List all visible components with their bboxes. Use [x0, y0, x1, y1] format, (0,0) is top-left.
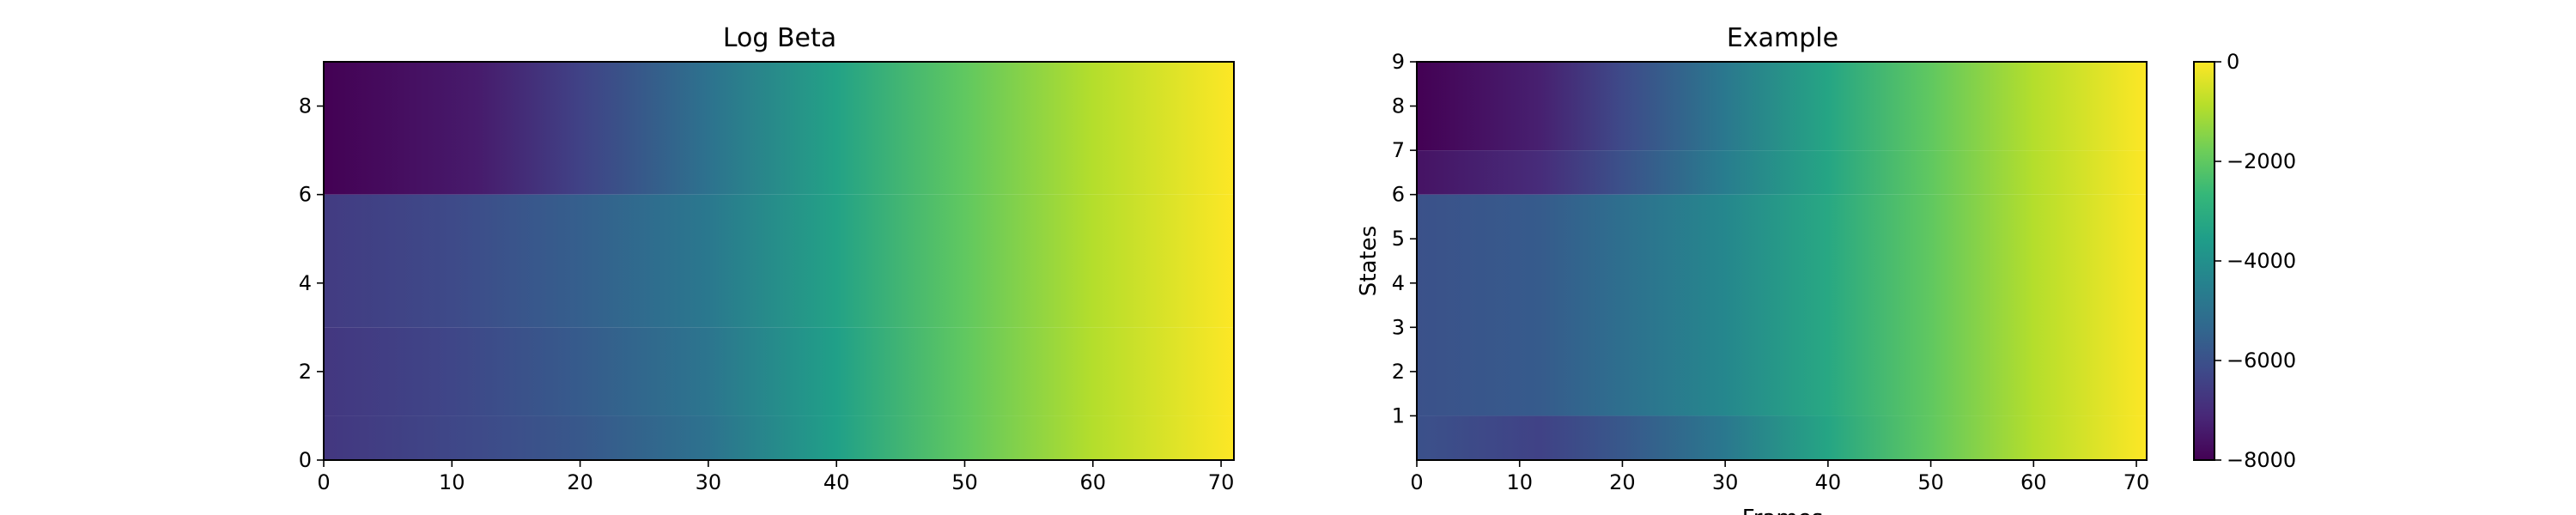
x-tick-label: 60: [2020, 470, 2047, 494]
y-tick-label: 2: [299, 360, 312, 384]
heatmap-row-band: [1417, 62, 2147, 151]
y-tick-label: 3: [1392, 315, 1405, 339]
heatmap-row-band: [1417, 150, 2147, 195]
y-tick-label: 4: [1392, 271, 1405, 295]
y-tick-label: 6: [1392, 183, 1405, 207]
x-tick-label: 20: [567, 470, 593, 494]
y-tick-label: 5: [1392, 227, 1405, 251]
chart-title: Log Beta: [723, 23, 836, 53]
x-tick-label: 0: [1410, 470, 1423, 494]
x-tick-label: 10: [439, 470, 465, 494]
x-tick-label: 30: [1712, 470, 1739, 494]
x-axis: 0 10 20 30 40 50 60 70: [317, 460, 1234, 494]
heatmap-panel-log-beta: Log Beta 0 10 20 30 40 50 60 70 0 2 4 6 8: [299, 23, 1235, 494]
heatmap-row-band: [324, 194, 1234, 328]
x-tick-label: 40: [823, 470, 850, 494]
colorbar-tick-label: 0: [2227, 50, 2239, 74]
x-tick-label: 50: [1917, 470, 1944, 494]
y-tick-label: 2: [1392, 360, 1405, 384]
y-tick-label: 8: [1392, 94, 1405, 118]
colorbar: 0 −2000 −4000 −6000 −8000: [2193, 50, 2296, 472]
heatmap-row-band: [1417, 415, 2147, 460]
x-axis: 0 10 20 30 40 50 60 70: [1410, 460, 2149, 494]
x-tick-label: 70: [2123, 470, 2150, 494]
heatmap-row-band: [1417, 194, 2147, 416]
heatmap-plot-area: [324, 62, 1234, 460]
x-tick-label: 50: [951, 470, 978, 494]
x-tick-label: 60: [1080, 470, 1107, 494]
x-tick-label: 10: [1506, 470, 1533, 494]
colorbar-tick-label: −6000: [2227, 348, 2296, 373]
y-axis: 0 2 4 6 8: [299, 94, 324, 472]
heatmap-row-band: [324, 62, 1234, 195]
colorbar-ticks: 0 −2000 −4000 −6000 −8000: [2215, 50, 2296, 472]
x-axis-label: Frames: [1742, 506, 1824, 515]
y-axis: 1 2 3 4 5 6 7 8 9: [1392, 50, 1417, 427]
colorbar-gradient: [2194, 62, 2215, 460]
y-axis-label: States: [1356, 226, 1382, 296]
y-tick-label: 7: [1392, 138, 1405, 162]
plot-frame: [323, 61, 1235, 461]
y-tick-label: 4: [299, 271, 312, 295]
heatmap-row-band: [324, 327, 1234, 416]
heatmap-panel-example: Example 0 10 20 30 40 50 60 70 1 2 3 4 5 6 7 8 9 Frames…: [1356, 23, 2149, 515]
x-tick-label: 30: [696, 470, 722, 494]
heatmap-row-band: [324, 415, 1234, 460]
colorbar-tick-label: −8000: [2227, 448, 2296, 472]
chart-title: Example: [1727, 23, 1838, 53]
y-tick-label: 9: [1392, 50, 1405, 74]
x-tick-label: 70: [1208, 470, 1235, 494]
x-tick-label: 0: [317, 470, 330, 494]
x-tick-label: 20: [1609, 470, 1636, 494]
y-tick-label: 8: [299, 94, 312, 118]
x-tick-label: 40: [1815, 470, 1842, 494]
colorbar-tick-label: −2000: [2227, 149, 2296, 173]
colorbar-tick-label: −4000: [2227, 249, 2296, 273]
heatmap-plot-area: [1417, 62, 2147, 460]
y-tick-label: 6: [299, 183, 312, 207]
y-tick-label: 1: [1392, 403, 1405, 427]
plot-frame: [1416, 61, 2148, 461]
y-tick-label: 0: [299, 448, 312, 472]
